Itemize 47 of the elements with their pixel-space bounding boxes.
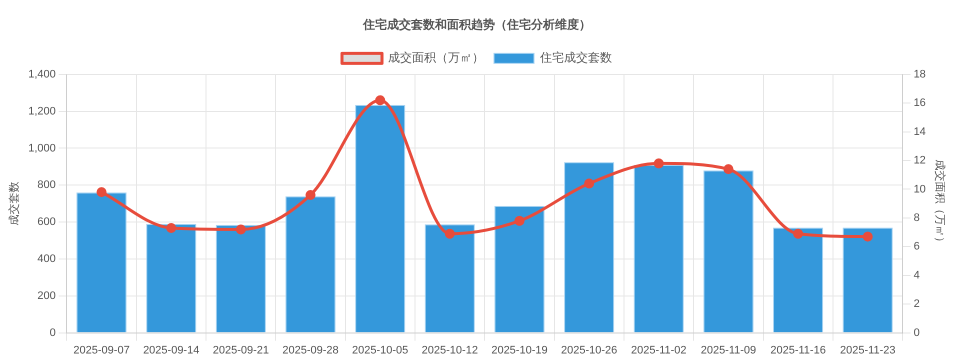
y-tick-label: 200 (37, 290, 56, 302)
x-tick-label: 2025-10-19 (491, 344, 548, 356)
point (584, 178, 594, 188)
y2-tick-label: 2 (914, 298, 920, 310)
x-tick-label: 2025-11-16 (770, 344, 826, 356)
x-tick-label: 2025-09-21 (212, 344, 269, 356)
legend-label: 成交面积（万㎡） (388, 50, 484, 65)
y-tick-label: 1,000 (28, 142, 56, 154)
point (444, 228, 455, 239)
y-axis-title: 成交套数 (8, 182, 21, 226)
point (654, 158, 664, 168)
x-tick-label: 2025-11-09 (700, 344, 756, 356)
y2-tick-label: 12 (914, 154, 926, 167)
x-tick-label: 2025-09-07 (73, 344, 130, 356)
x-tick-label: 2025-10-12 (422, 344, 478, 356)
y-tick-label: 0 (50, 326, 56, 339)
y-tick-label: 400 (37, 253, 56, 266)
y2-axis-title: 成交面积（万㎡） (933, 160, 946, 248)
x-tick-label: 2025-11-23 (840, 344, 896, 356)
legend-label: 住宅成交套数 (539, 50, 612, 65)
x-tick-label: 2025-10-26 (560, 344, 618, 356)
point (862, 232, 873, 242)
point (236, 224, 246, 234)
y-tick-label: 1,200 (28, 105, 56, 118)
y-tick-label: 1,400 (28, 68, 56, 80)
y-tick-label: 600 (37, 216, 56, 228)
point (166, 223, 176, 234)
y2-tick-label: 10 (914, 183, 926, 196)
y2-tick-label: 14 (914, 126, 926, 138)
point (375, 95, 386, 106)
x-tick-label: 2025-09-28 (282, 344, 339, 356)
point (306, 190, 316, 200)
y2-tick-label: 16 (914, 97, 926, 110)
y-tick-label: 800 (37, 179, 56, 192)
point (723, 164, 734, 174)
point (793, 228, 804, 239)
y2-tick-label: 6 (914, 240, 920, 253)
y2-tick-label: 8 (914, 212, 920, 224)
point (96, 187, 107, 198)
chart-title: 住宅成交套数和面积趋势（住宅分析维度） (362, 18, 591, 32)
x-tick-label: 2025-10-05 (352, 344, 408, 356)
x-tick-label: 2025-09-14 (143, 344, 200, 356)
y2-tick-label: 18 (914, 68, 926, 80)
y2-tick-label: 4 (914, 269, 920, 282)
x-tick-label: 2025-11-02 (631, 344, 687, 356)
y2-tick-label: 0 (914, 326, 920, 339)
point (514, 216, 524, 226)
